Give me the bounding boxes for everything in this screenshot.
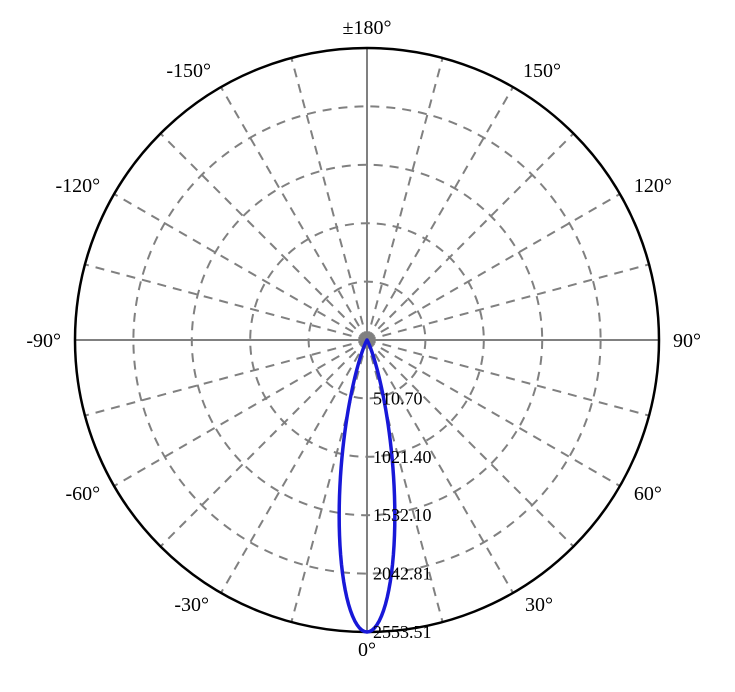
grid-spoke <box>291 340 367 622</box>
grid-spoke <box>85 340 367 416</box>
angle-label: -30° <box>174 594 209 616</box>
angle-label: -60° <box>65 483 100 505</box>
radial-label: 510.70 <box>373 388 423 408</box>
angle-label: -150° <box>166 60 211 82</box>
angle-label: 120° <box>634 175 672 197</box>
radial-label: 2042.81 <box>373 564 432 584</box>
grid-spoke <box>221 340 367 593</box>
grid-spoke <box>114 194 367 340</box>
radial-label: 1021.40 <box>373 447 432 467</box>
angle-label: 150° <box>523 60 561 82</box>
angle-label: -90° <box>26 330 61 352</box>
angle-label: 60° <box>634 483 662 505</box>
polar-chart: 510.70 1021.40 1532.10 2042.81 2553.510° 30° 6… <box>0 0 735 692</box>
grid-spoke <box>114 340 367 486</box>
grid-spoke <box>367 87 513 340</box>
radial-labels: 510.70 1021.40 1532.10 2042.81 2553.51 <box>373 388 432 642</box>
angle-label: 90° <box>673 330 701 352</box>
angle-label: ±180° <box>343 17 392 39</box>
grid-spoke <box>367 264 649 340</box>
angle-label: 0° <box>358 639 376 661</box>
grid-spoke <box>367 58 443 340</box>
grid-spoke <box>161 134 367 340</box>
angle-label: 30° <box>525 594 553 616</box>
grid-spoke <box>85 264 367 340</box>
angle-label: -120° <box>55 175 100 197</box>
radial-label: 1532.10 <box>373 505 432 525</box>
grid-spoke <box>367 134 573 340</box>
grid-spoke <box>367 194 620 340</box>
grid-spoke <box>221 87 367 340</box>
grid-spoke <box>161 340 367 546</box>
radial-label: 2553.51 <box>373 622 432 642</box>
grid-spoke <box>291 58 367 340</box>
